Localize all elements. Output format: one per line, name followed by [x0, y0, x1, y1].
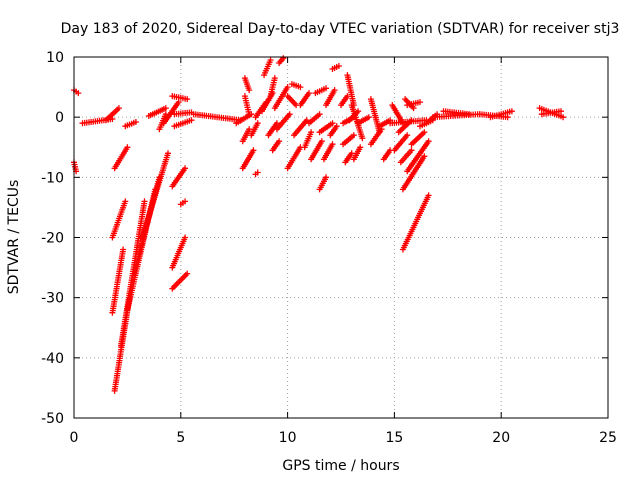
data-point-track	[395, 117, 415, 136]
y-tick-label: -50	[41, 411, 64, 427]
data-point-track	[344, 72, 357, 109]
data-point-track	[391, 132, 411, 154]
data-point-track	[71, 159, 80, 175]
data-point-track	[122, 119, 139, 130]
data-point-track	[408, 129, 428, 148]
y-tick-label: 10	[46, 50, 64, 66]
y-tick-label: -40	[41, 351, 64, 367]
data-point-track	[316, 120, 336, 136]
y-tick-label: -10	[41, 170, 64, 186]
data-point-track	[399, 192, 432, 253]
data-point-track	[169, 165, 189, 190]
data-point-track	[329, 63, 342, 72]
data-point-track	[109, 246, 127, 316]
data-point-track	[327, 123, 340, 139]
data-point-track	[139, 150, 171, 241]
data-point-track	[320, 141, 336, 163]
data-point-track	[389, 102, 406, 127]
data-point-track	[248, 120, 261, 139]
data-point-track	[267, 75, 278, 100]
data-point-track	[111, 144, 131, 172]
data-point-track	[241, 93, 253, 118]
data-point-track	[265, 120, 280, 139]
data-point-track	[323, 87, 338, 109]
x-tick-label: 25	[599, 430, 617, 446]
data-point-track	[171, 109, 195, 118]
data-point-track	[440, 108, 473, 118]
data-point-track	[538, 108, 564, 118]
data-point-track	[261, 57, 274, 79]
data-point-track	[312, 85, 329, 97]
data-point-track	[252, 169, 261, 178]
data-point-track	[273, 111, 293, 133]
data-point-track	[71, 87, 82, 97]
data-point-track	[308, 138, 325, 163]
data-point-track	[284, 144, 304, 172]
data-point-track	[160, 99, 182, 127]
data-point-track	[487, 108, 515, 121]
y-tick-label: -30	[41, 291, 64, 307]
data-point-track	[288, 81, 304, 91]
data-point-track	[316, 174, 329, 193]
x-tick-labels: 0 5 10 15 20 25	[70, 430, 617, 446]
data-point-track	[291, 117, 310, 139]
data-point-track	[404, 99, 423, 109]
x-tick-label: 0	[70, 430, 79, 446]
chart-title: Day 183 of 2020, Sidereal Day-to-day VTE…	[61, 21, 620, 37]
data-point-track	[239, 147, 257, 172]
data-point-track	[271, 84, 291, 112]
axis-ticks	[73, 56, 609, 419]
data-point-track	[380, 147, 394, 163]
data-point-track	[342, 150, 355, 166]
data-point-track	[169, 234, 189, 271]
data-point-track	[350, 144, 364, 163]
x-tick-label: 10	[279, 430, 297, 446]
data-point-track	[269, 138, 283, 154]
data-point-track	[177, 198, 189, 208]
data-point-track	[338, 93, 351, 109]
data-point-track	[301, 129, 315, 151]
data-point-track	[276, 55, 287, 66]
y-tick-labels: -50 -40 -30 -20 -10 0 10	[41, 50, 64, 427]
y-axis-title: SDTVAR / TECUs	[6, 180, 22, 295]
x-tick-label: 20	[492, 430, 510, 446]
data-point-track	[397, 147, 415, 166]
x-axis-title: GPS time / hours	[282, 458, 399, 474]
data-point-track	[367, 126, 385, 148]
data-point-track	[284, 93, 300, 109]
data-point-track	[241, 75, 253, 94]
data-point-track	[145, 105, 169, 119]
data-point-track	[404, 138, 432, 175]
data-point-track	[169, 93, 191, 103]
x-tick-label: 15	[385, 430, 403, 446]
x-tick-label: 5	[176, 430, 185, 446]
data-point-track	[399, 153, 428, 193]
data-point-track	[171, 117, 195, 130]
data-point-track	[109, 198, 129, 241]
data-point-track	[190, 111, 244, 124]
data-points	[71, 55, 567, 394]
y-tick-label: 0	[55, 110, 64, 126]
data-point-track	[306, 111, 323, 127]
data-point-track	[297, 90, 312, 109]
data-point-track	[169, 270, 191, 292]
data-point-track	[103, 105, 122, 124]
data-point-track	[340, 132, 357, 148]
y-tick-label: -20	[41, 231, 64, 247]
data-point-track	[355, 114, 372, 127]
data-point-track	[239, 126, 253, 145]
